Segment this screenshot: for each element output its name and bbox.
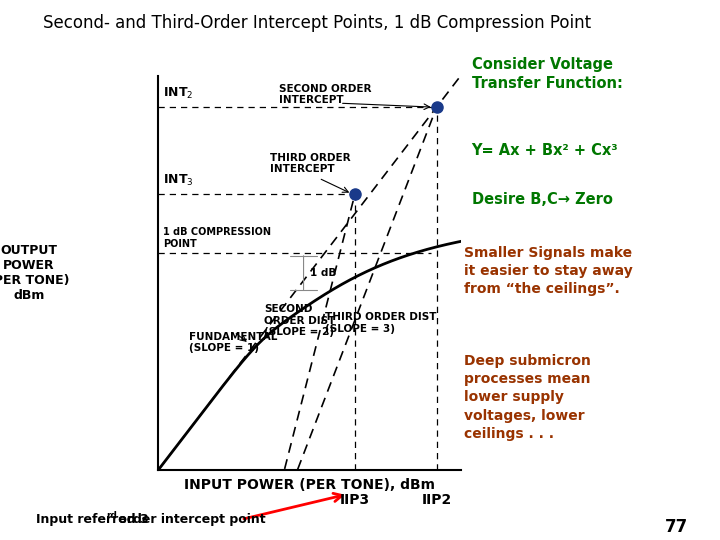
Text: THIRD ORDER
INTERCEPT: THIRD ORDER INTERCEPT	[270, 152, 351, 174]
Text: Second- and Third-Order Intercept Points, 1 dB Compression Point: Second- and Third-Order Intercept Points…	[43, 14, 591, 31]
Text: INT$_3$: INT$_3$	[163, 173, 194, 188]
Text: 1 dB COMPRESSION
POINT: 1 dB COMPRESSION POINT	[163, 227, 271, 249]
Text: SECOND ORDER
INTERCEPT: SECOND ORDER INTERCEPT	[279, 84, 372, 105]
Text: Desire B,C→ Zero: Desire B,C→ Zero	[472, 192, 613, 207]
Text: rd: rd	[107, 511, 117, 519]
Text: Y= Ax + Bx² + Cx³: Y= Ax + Bx² + Cx³	[472, 143, 618, 158]
Text: Deep submicron
processes mean
lower supply
voltages, lower
ceilings . . .: Deep submicron processes mean lower supp…	[464, 354, 591, 441]
Text: SECOND
ORDER DIST
(SLOPE = 2): SECOND ORDER DIST (SLOPE = 2)	[264, 304, 336, 338]
Text: order intercept point: order intercept point	[114, 513, 266, 526]
Text: Input referred 3: Input referred 3	[36, 513, 148, 526]
Text: THIRD ORDER DIST
(SLOPE = 3): THIRD ORDER DIST (SLOPE = 3)	[325, 312, 436, 334]
Text: IIP2: IIP2	[421, 492, 451, 507]
Text: INT$_2$: INT$_2$	[163, 86, 193, 101]
Text: 77: 77	[665, 517, 688, 536]
Text: IIP3: IIP3	[340, 492, 370, 507]
Text: Smaller Signals make
it easier to stay away
from “the ceilings”.: Smaller Signals make it easier to stay a…	[464, 246, 633, 296]
Text: FUNDAMENTAL
(SLOPE = 1): FUNDAMENTAL (SLOPE = 1)	[189, 332, 277, 353]
Text: Consider Voltage
Transfer Function:: Consider Voltage Transfer Function:	[472, 57, 623, 91]
Text: 1 dB: 1 dB	[310, 268, 336, 278]
X-axis label: INPUT POWER (PER TONE), dBm: INPUT POWER (PER TONE), dBm	[184, 478, 435, 492]
Text: OUTPUT
POWER
(PER TONE)
dBm: OUTPUT POWER (PER TONE) dBm	[0, 244, 70, 302]
